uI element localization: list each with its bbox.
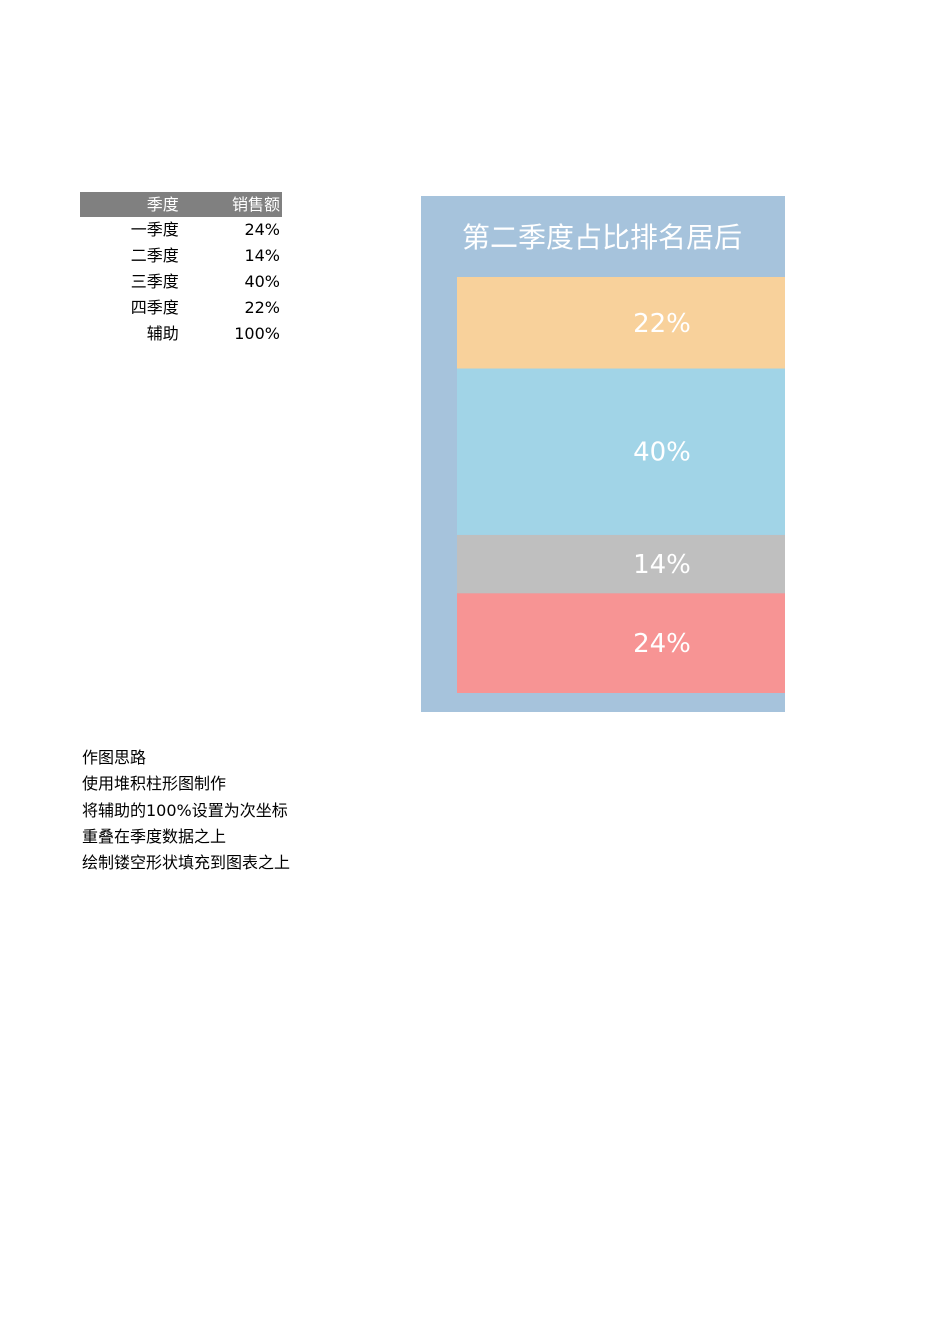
- row-label: 二季度: [130, 246, 179, 265]
- note-line: 重叠在季度数据之上: [82, 826, 227, 846]
- row-value: 100%: [234, 324, 280, 343]
- data-table: 季度 销售额 一季度 24% 二季度 14% 三季度 40% 四季度 22% 辅…: [80, 192, 282, 347]
- table-header-row: 季度 销售额: [80, 192, 282, 217]
- bar-label-2: 14%: [633, 550, 691, 580]
- stacked-bar-chart: 第二季度占比排名居后 24% 14% 40% 22%: [421, 196, 785, 712]
- bar-label-4: 22%: [633, 309, 691, 339]
- row-label: 辅助: [146, 324, 179, 343]
- note-line: 作图思路: [82, 748, 147, 767]
- row-label: 一季度: [130, 220, 179, 239]
- bar-segment-1: [457, 593, 785, 693]
- table-row: 一季度 24%: [80, 217, 282, 243]
- table-row: 四季度 22%: [80, 295, 282, 321]
- row-value: 14%: [244, 246, 280, 265]
- bar-segment-2: [457, 534, 785, 594]
- row-value: 40%: [244, 272, 280, 291]
- table-row: 辅助 100%: [80, 321, 282, 347]
- note-line: 绘制镂空形状填充到图表之上: [82, 853, 291, 873]
- bar-label-3: 40%: [633, 438, 691, 468]
- chart-title: 第二季度占比排名居后: [462, 221, 742, 254]
- bar-segment-3: [457, 368, 785, 535]
- table-row: 二季度 14%: [80, 243, 282, 269]
- chart-bar-labels: 24% 14% 40% 22%: [633, 309, 691, 659]
- row-label: 三季度: [130, 272, 179, 291]
- row-label: 四季度: [130, 298, 179, 317]
- note-line: 将辅助的100%设置为次坐标: [82, 800, 288, 820]
- chart-bars: [457, 277, 785, 693]
- row-value: 24%: [244, 220, 280, 239]
- header-quarter: 季度: [80, 192, 181, 217]
- row-value: 22%: [244, 298, 280, 317]
- bar-segment-4: [457, 277, 785, 369]
- bar-label-1: 24%: [633, 629, 691, 659]
- note-line: 使用堆积柱形图制作: [82, 774, 227, 794]
- notes: 作图思路 使用堆积柱形图制作 将辅助的100%设置为次坐标 重叠在季度数据之上 …: [82, 745, 290, 876]
- table-row: 三季度 40%: [80, 269, 282, 295]
- header-sales: 销售额: [180, 192, 282, 217]
